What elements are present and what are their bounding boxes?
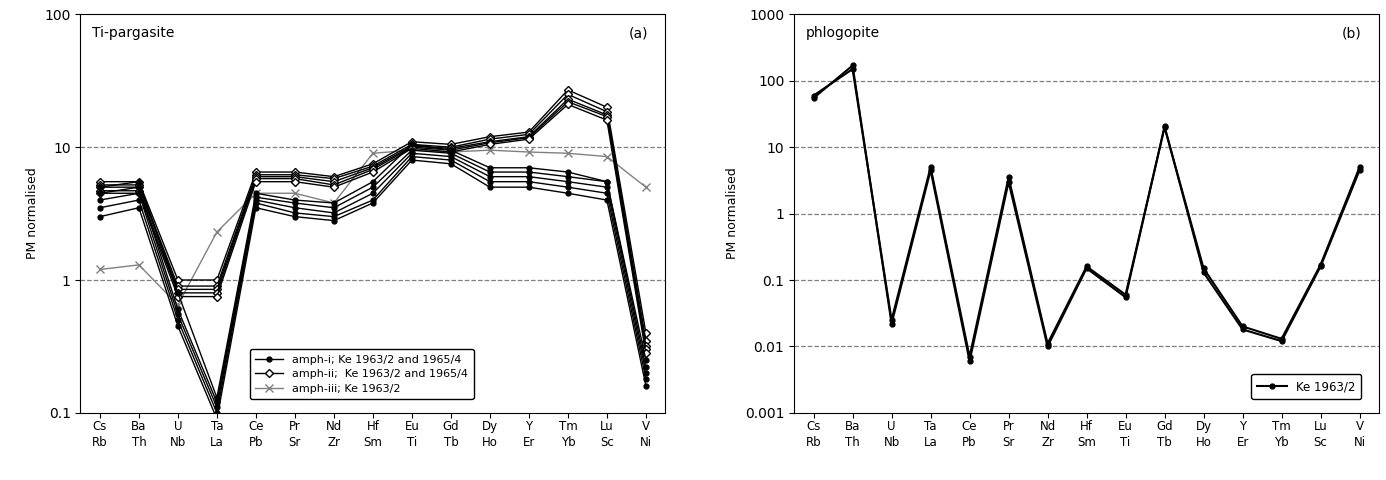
amph-i; Ke 1963/2 and 1965/4	[638, 357, 654, 363]
Line: Ke 1963/2: Ke 1963/2	[811, 67, 1362, 359]
Ke 1963/2	[1195, 265, 1211, 271]
amph-i; Ke 1963/2 and 1965/4	[287, 197, 304, 203]
amph-iii; Ke 1963/2	[442, 149, 459, 155]
Text: (b): (b)	[1342, 26, 1361, 40]
Legend: Ke 1963/2: Ke 1963/2	[1252, 374, 1361, 399]
amph-i; Ke 1963/2 and 1965/4	[560, 169, 577, 175]
amph-iii; Ke 1963/2	[403, 147, 420, 153]
amph-i; Ke 1963/2 and 1965/4	[403, 142, 420, 147]
amph-ii;  Ke 1963/2 and 1965/4	[560, 87, 577, 93]
amph-ii;  Ke 1963/2 and 1965/4	[130, 179, 147, 184]
amph-iii; Ke 1963/2	[365, 150, 381, 156]
amph-iii; Ke 1963/2	[638, 184, 654, 190]
amph-ii;  Ke 1963/2 and 1965/4	[365, 161, 381, 167]
Text: (a): (a)	[628, 26, 647, 40]
Ke 1963/2	[1078, 264, 1095, 269]
Ke 1963/2	[1274, 336, 1290, 342]
Legend: amph-i; Ke 1963/2 and 1965/4, amph-ii;  Ke 1963/2 and 1965/4, amph-iii; Ke 1963/: amph-i; Ke 1963/2 and 1965/4, amph-ii; K…	[249, 349, 474, 399]
amph-ii;  Ke 1963/2 and 1965/4	[208, 277, 225, 283]
amph-ii;  Ke 1963/2 and 1965/4	[91, 179, 108, 184]
Ke 1963/2	[805, 93, 822, 98]
amph-iii; Ke 1963/2	[208, 229, 225, 235]
amph-iii; Ke 1963/2	[521, 149, 538, 155]
Ke 1963/2	[922, 164, 938, 170]
amph-ii;  Ke 1963/2 and 1965/4	[248, 169, 265, 175]
Ke 1963/2	[1235, 324, 1252, 329]
Ke 1963/2	[1313, 262, 1329, 267]
amph-i; Ke 1963/2 and 1965/4	[442, 147, 459, 153]
amph-i; Ke 1963/2 and 1965/4	[248, 191, 265, 196]
Ke 1963/2	[1156, 124, 1173, 130]
amph-ii;  Ke 1963/2 and 1965/4	[481, 134, 498, 140]
Ke 1963/2	[1117, 292, 1134, 298]
Text: Ti-pargasite: Ti-pargasite	[91, 26, 175, 40]
Line: amph-ii;  Ke 1963/2 and 1965/4: amph-ii; Ke 1963/2 and 1965/4	[97, 87, 649, 336]
amph-iii; Ke 1963/2	[169, 302, 186, 308]
amph-iii; Ke 1963/2	[248, 191, 265, 196]
amph-iii; Ke 1963/2	[481, 147, 498, 153]
amph-ii;  Ke 1963/2 and 1965/4	[442, 142, 459, 147]
Ke 1963/2	[844, 66, 861, 72]
amph-ii;  Ke 1963/2 and 1965/4	[599, 104, 615, 110]
Y-axis label: PM normalised: PM normalised	[26, 168, 39, 260]
amph-iii; Ke 1963/2	[130, 262, 147, 268]
amph-ii;  Ke 1963/2 and 1965/4	[403, 139, 420, 144]
amph-iii; Ke 1963/2	[599, 154, 615, 159]
Ke 1963/2	[1351, 164, 1368, 170]
amph-i; Ke 1963/2 and 1965/4	[130, 179, 147, 184]
Y-axis label: PM normalised: PM normalised	[726, 168, 739, 260]
amph-i; Ke 1963/2 and 1965/4	[91, 184, 108, 190]
amph-i; Ke 1963/2 and 1965/4	[481, 165, 498, 171]
Ke 1963/2	[1001, 175, 1017, 180]
Text: phlogopite: phlogopite	[805, 26, 880, 40]
amph-ii;  Ke 1963/2 and 1965/4	[638, 330, 654, 336]
amph-iii; Ke 1963/2	[326, 200, 342, 206]
amph-i; Ke 1963/2 and 1965/4	[208, 395, 225, 400]
amph-i; Ke 1963/2 and 1965/4	[521, 165, 538, 171]
Line: amph-iii; Ke 1963/2: amph-iii; Ke 1963/2	[96, 146, 650, 309]
amph-iii; Ke 1963/2	[560, 150, 577, 156]
amph-ii;  Ke 1963/2 and 1965/4	[521, 129, 538, 135]
amph-ii;  Ke 1963/2 and 1965/4	[287, 169, 304, 175]
Line: amph-i; Ke 1963/2 and 1965/4: amph-i; Ke 1963/2 and 1965/4	[97, 142, 649, 400]
Ke 1963/2	[1040, 341, 1056, 347]
Ke 1963/2	[883, 317, 900, 323]
Ke 1963/2	[962, 354, 979, 360]
amph-ii;  Ke 1963/2 and 1965/4	[326, 174, 342, 180]
amph-i; Ke 1963/2 and 1965/4	[169, 290, 186, 296]
amph-iii; Ke 1963/2	[91, 266, 108, 272]
amph-i; Ke 1963/2 and 1965/4	[599, 179, 615, 184]
amph-i; Ke 1963/2 and 1965/4	[326, 200, 342, 206]
amph-iii; Ke 1963/2	[287, 191, 304, 196]
amph-ii;  Ke 1963/2 and 1965/4	[169, 277, 186, 283]
amph-i; Ke 1963/2 and 1965/4	[365, 179, 381, 184]
